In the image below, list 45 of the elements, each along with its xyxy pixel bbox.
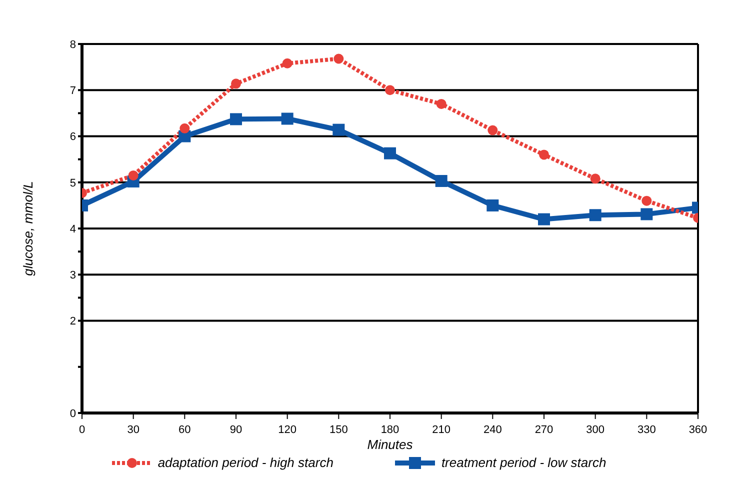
point — [488, 125, 498, 136]
x-tick-label: 150 — [329, 424, 348, 436]
legend-label: treatment period - low starch — [441, 455, 606, 470]
point — [538, 213, 550, 226]
x-tick-label: 120 — [278, 424, 297, 436]
y-tick-label: 0 — [70, 408, 76, 420]
point — [435, 174, 448, 187]
x-tick-label: 330 — [637, 424, 656, 436]
y-tick-label: 6 — [70, 131, 76, 144]
x-axis-title: Minutes — [367, 437, 414, 452]
x-tick-label: 0 — [78, 424, 86, 436]
point — [231, 78, 241, 89]
point — [486, 199, 499, 212]
x-tick-label: 180 — [380, 424, 400, 436]
legend-label: adaptation period - high starch — [158, 455, 334, 470]
x-tick-label: 300 — [586, 424, 605, 436]
x-tick-label: 360 — [688, 424, 708, 436]
x-tick-label: 60 — [178, 424, 191, 436]
point — [384, 147, 396, 160]
x-tick-label: 270 — [534, 424, 554, 436]
y-tick-label: 3 — [70, 270, 76, 282]
y-tick-label: 2 — [70, 316, 76, 328]
y-tick-label: 5 — [70, 177, 76, 190]
point — [230, 113, 242, 126]
point — [128, 170, 138, 180]
point — [180, 123, 190, 134]
y-axis-title: glucose, mmol/L — [20, 181, 36, 276]
point — [334, 54, 344, 64]
point — [589, 209, 602, 222]
point — [282, 58, 292, 68]
x-tick-label: 30 — [127, 424, 140, 436]
point — [539, 150, 549, 160]
y-tick-label: 8 — [70, 38, 76, 51]
x-tick-label: 90 — [230, 424, 242, 436]
point — [640, 208, 653, 220]
y-tick-label: 4 — [70, 223, 76, 236]
point — [436, 98, 446, 109]
x-tick-label: 240 — [483, 424, 502, 436]
point — [385, 85, 395, 96]
point — [642, 196, 652, 206]
point — [332, 124, 345, 136]
point — [590, 174, 600, 184]
y-tick-label: 7 — [70, 85, 76, 98]
x-tick-label: 210 — [432, 424, 451, 436]
point — [281, 112, 294, 125]
